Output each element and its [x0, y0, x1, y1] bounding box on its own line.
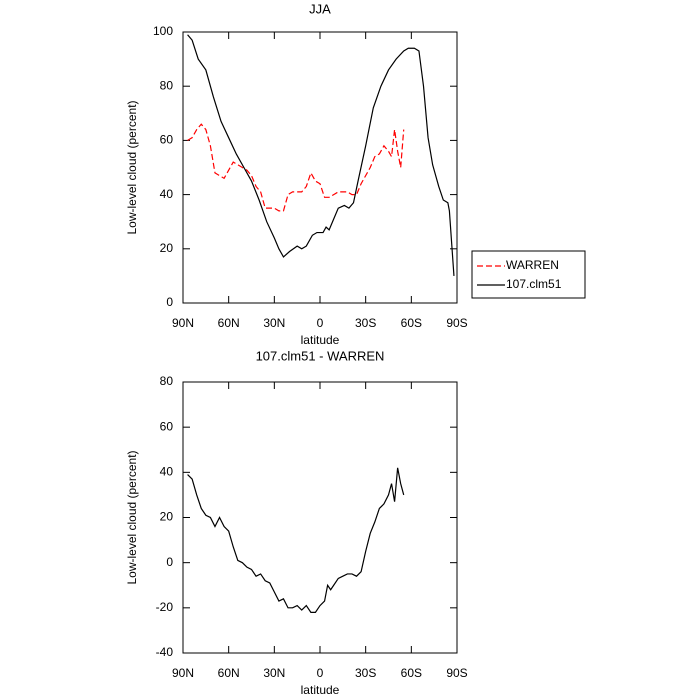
x-tick-label: 30S: [355, 666, 376, 680]
y-tick-label: 100: [153, 24, 173, 38]
legend-box: [471, 250, 586, 299]
y-tick-label: 80: [160, 78, 174, 92]
data-line: [187, 123, 405, 212]
y-tick-label: 80: [160, 374, 174, 388]
y-tick-label: 20: [160, 510, 174, 524]
y-tick-label: 20: [160, 241, 174, 255]
x-tick-label: 60S: [401, 666, 422, 680]
y-tick-label: 40: [160, 187, 174, 201]
chart-title: 107.clm51 - WARREN: [256, 348, 385, 363]
data-line: [187, 34, 455, 276]
x-tick-label: 90S: [446, 666, 467, 680]
y-tick-label: 40: [160, 465, 174, 479]
y-tick-label: 0: [166, 295, 173, 309]
y-tick-label: 60: [160, 133, 174, 147]
x-axis-label: latitude: [301, 683, 340, 697]
x-tick-label: 30N: [263, 666, 285, 680]
y-axis-label: Low-level cloud (percent): [125, 100, 139, 234]
legend-label: 107.clm51: [506, 277, 562, 291]
chart-title: JJA: [309, 1, 331, 16]
x-tick-label: 90S: [446, 316, 467, 330]
x-axis-label: latitude: [301, 333, 340, 347]
plot-frame: [182, 31, 458, 304]
y-axis-label: Low-level cloud (percent): [125, 450, 139, 584]
x-tick-label: 60N: [218, 666, 240, 680]
x-tick-label: 0: [317, 666, 324, 680]
data-line: [187, 467, 405, 613]
x-tick-label: 60S: [401, 316, 422, 330]
x-tick-label: 90N: [172, 316, 194, 330]
y-tick-label: -40: [156, 645, 174, 659]
x-tick-label: 30N: [263, 316, 285, 330]
x-tick-label: 90N: [172, 666, 194, 680]
x-tick-label: 30S: [355, 316, 376, 330]
y-tick-label: 0: [166, 555, 173, 569]
plot-frame: [182, 381, 458, 654]
x-tick-label: 0: [317, 316, 324, 330]
x-tick-label: 60N: [218, 316, 240, 330]
legend-label: WARREN: [506, 258, 559, 272]
y-tick-label: -20: [156, 600, 174, 614]
y-tick-label: 60: [160, 419, 174, 433]
